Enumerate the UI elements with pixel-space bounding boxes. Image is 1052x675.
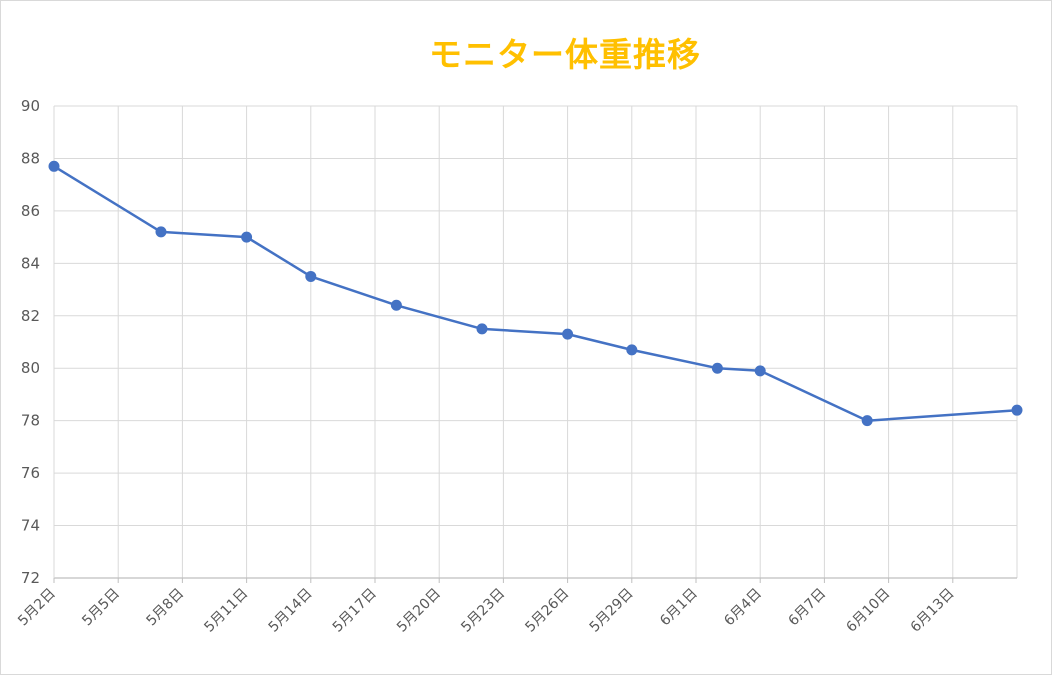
data-point (48, 160, 60, 172)
data-point (626, 344, 638, 356)
x-tick-label: 6月1日 (657, 586, 701, 630)
data-point (754, 365, 766, 377)
data-point (711, 362, 723, 374)
x-tick-label: 5月26日 (522, 586, 572, 636)
x-tick-label: 5月17日 (330, 586, 380, 636)
data-point (155, 226, 167, 238)
y-tick-label: 74 (21, 517, 40, 535)
chart-title: モニター体重推移 (429, 35, 701, 74)
x-tick-label: 6月13日 (908, 586, 958, 636)
x-tick-label: 5月20日 (394, 586, 444, 636)
series-line (53, 165, 1018, 422)
data-point (305, 270, 317, 282)
data-point (861, 415, 873, 427)
x-tick-label: 5月23日 (458, 586, 508, 636)
x-tick-label: 5月2日 (15, 586, 59, 630)
y-tick-label: 78 (21, 412, 40, 430)
y-tick-label: 76 (21, 464, 40, 482)
x-tick-label: 5月8日 (144, 586, 188, 630)
x-tick-label: 5月29日 (587, 586, 637, 636)
x-tick-label: 5月11日 (201, 586, 251, 636)
data-point (1011, 404, 1023, 416)
y-tick-label: 82 (21, 307, 40, 325)
data-point (476, 323, 488, 335)
y-tick-label: 90 (21, 97, 40, 115)
x-tick-label: 6月10日 (843, 586, 893, 636)
data-point (241, 231, 253, 243)
y-tick-label: 86 (21, 202, 40, 220)
x-tick-label: 5月14日 (266, 586, 316, 636)
data-point (562, 328, 574, 340)
y-tick-label: 72 (21, 569, 40, 587)
x-tick-label: 5月5日 (79, 586, 123, 630)
y-tick-label: 80 (21, 359, 40, 377)
y-tick-label: 88 (21, 149, 40, 167)
x-tick-label: 6月7日 (786, 586, 830, 630)
x-tick-label: 6月4日 (721, 586, 765, 630)
data-point (390, 299, 402, 311)
y-tick-label: 84 (21, 254, 40, 272)
